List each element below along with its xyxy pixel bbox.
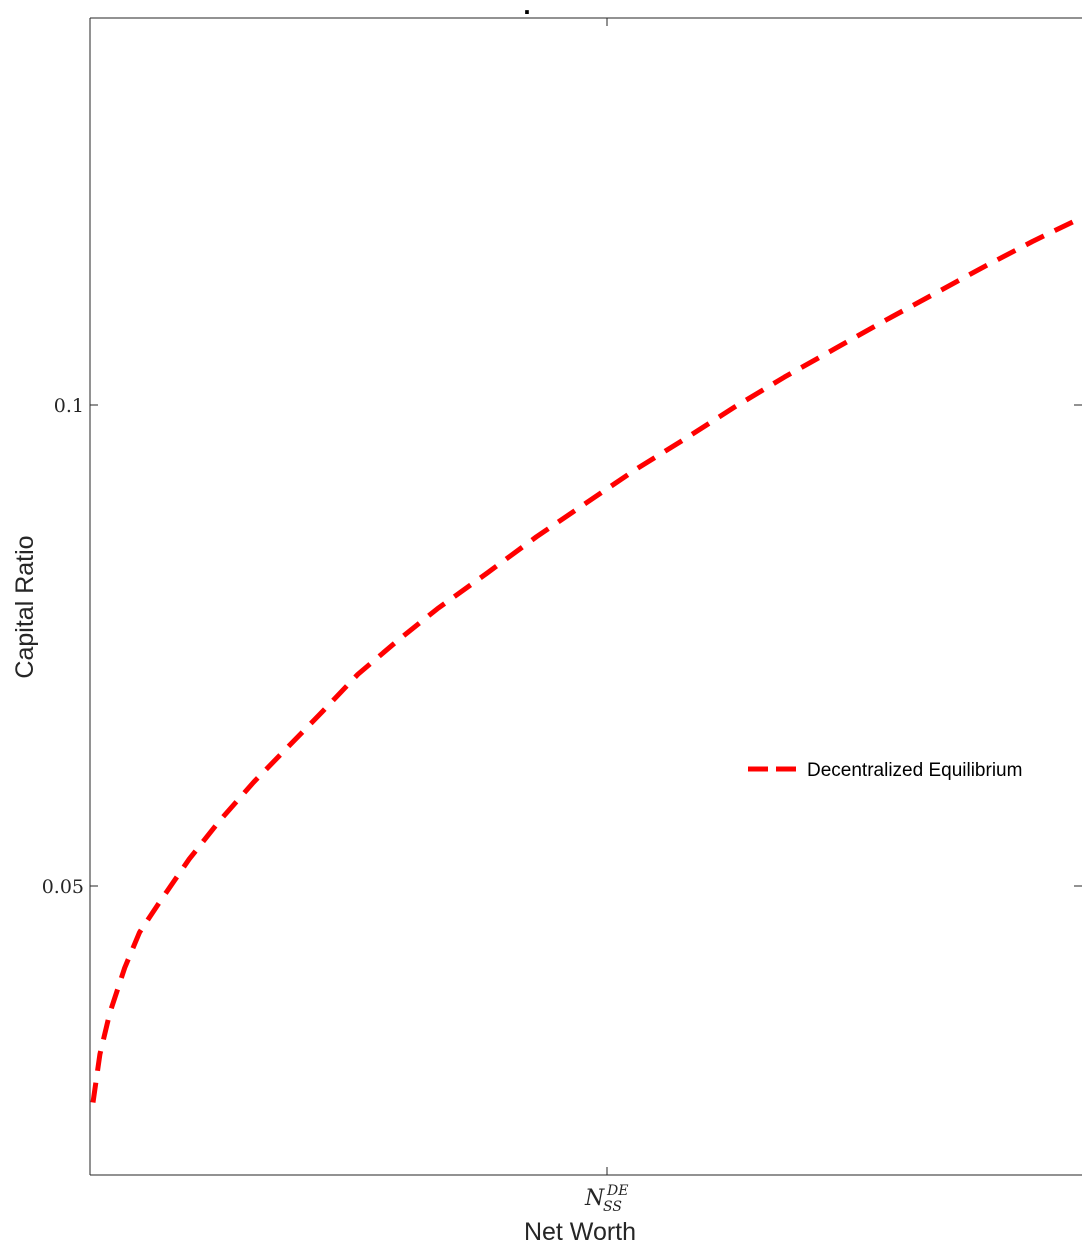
legend: Decentralized Equilibrium (748, 760, 1022, 781)
series-line-decentralized-equilibrium (90, 215, 1082, 1103)
y-axis-label: Capital Ratio (11, 535, 39, 678)
y-tick-label: 0.1 (54, 395, 84, 417)
legend-label: Decentralized Equilibrium (807, 760, 1022, 781)
x-tick-label: N (584, 1186, 605, 1211)
y-tick-label: 0.05 (42, 876, 84, 898)
x-tick-label-superscript: DE (606, 1183, 628, 1199)
series-layer (90, 215, 1082, 1103)
y-ticks: 0.05 0.1 (42, 395, 1082, 898)
plot-area (89, 17, 1082, 1176)
chart-title: . (523, 0, 530, 20)
x-axis-label: Net Worth (524, 1218, 636, 1246)
x-tick-label-subscript: SS (603, 1199, 622, 1215)
